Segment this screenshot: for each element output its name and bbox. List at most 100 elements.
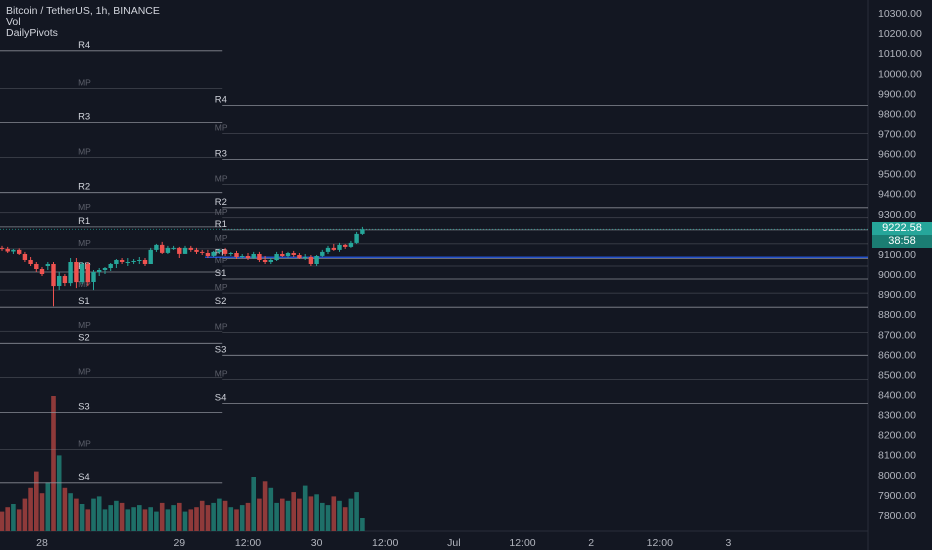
candle-body <box>291 253 296 255</box>
volume-bar <box>114 500 119 531</box>
volume-bar <box>280 498 285 531</box>
volume-bar <box>154 511 159 531</box>
pivot-label-mp-day2: MP <box>215 368 228 378</box>
candle-body <box>165 247 171 253</box>
pivot-label-s2-day2: S2 <box>215 296 227 307</box>
volume-bar <box>337 500 342 531</box>
bar-countdown-tag: 38:58 <box>872 235 932 249</box>
candle-body <box>222 249 228 254</box>
time-tick-label: 2 <box>588 537 594 549</box>
volume-bar <box>96 496 102 531</box>
time-tick-label: 12:00 <box>647 537 673 549</box>
candle-body <box>348 242 354 247</box>
price-tick-label: 8400.00 <box>878 390 916 402</box>
candle-body <box>240 256 245 257</box>
price-tick-label: 9000.00 <box>878 269 916 281</box>
volume-bar <box>245 502 251 531</box>
volume-bar <box>125 509 131 531</box>
pivots-indicator-label[interactable]: DailyPivots <box>6 27 58 39</box>
time-tick-label: Jul <box>447 537 460 549</box>
volume-bar <box>314 494 319 531</box>
volume-bar <box>165 509 171 531</box>
volume-bar <box>297 498 302 531</box>
pivot-label-s3-day2: S3 <box>215 344 227 355</box>
pivot-label-r4-day2: R4 <box>215 94 227 105</box>
volume-bar <box>228 507 234 531</box>
pivot-label-s1-day1: S1 <box>78 296 90 307</box>
pivot-label-mp-day2: MP <box>215 321 228 331</box>
price-tick-label: 8800.00 <box>878 309 916 321</box>
volume-bar <box>142 509 148 531</box>
candle-body <box>188 247 193 250</box>
volume-bar <box>108 505 113 531</box>
candle-body <box>131 261 136 262</box>
price-tick-label: 10200.00 <box>878 28 922 40</box>
candle-body <box>285 253 291 256</box>
candle-body <box>148 249 153 264</box>
candle-body <box>125 262 130 263</box>
volume-bar <box>45 482 51 531</box>
candle-body <box>68 262 73 284</box>
volume-bar <box>5 507 10 531</box>
price-tick-label: 10100.00 <box>878 48 922 60</box>
pivot-label-s4-day2: S4 <box>215 393 227 404</box>
volume-bar <box>308 496 314 531</box>
pivot-label-s3-day1: S3 <box>78 402 90 413</box>
candle-body <box>28 260 33 264</box>
candle-body <box>160 244 165 253</box>
candle-body <box>154 244 159 250</box>
pivot-label-r3-day2: R3 <box>215 149 227 160</box>
time-tick-label: 29 <box>173 537 185 549</box>
pivot-label-mp-day2: MP <box>215 233 228 243</box>
volume-indicator-label[interactable]: Vol <box>6 16 21 28</box>
volume-bar <box>239 505 245 531</box>
candle-body <box>91 272 96 282</box>
volume-bar <box>22 498 28 531</box>
pivot-label-mp-day1: MP <box>78 202 91 212</box>
candle-body <box>22 254 28 260</box>
volume-bar <box>211 502 216 531</box>
volume-bar <box>268 487 274 531</box>
volume-bar <box>199 500 205 531</box>
candle-body <box>297 255 302 258</box>
volume-bar <box>257 498 262 531</box>
candle-body <box>200 251 205 253</box>
pivot-label-r2-day1: R2 <box>78 182 90 193</box>
time-tick-label: 12:00 <box>235 537 261 549</box>
candle-body <box>11 249 16 252</box>
volume-bar <box>291 492 296 531</box>
candle-body <box>314 256 319 264</box>
pivot-label-r4-day1: R4 <box>78 40 90 51</box>
candle-body <box>119 260 125 262</box>
candle-body <box>182 247 188 254</box>
volume-bar <box>0 511 5 531</box>
candle-body <box>102 268 108 270</box>
candle-body <box>74 262 79 283</box>
pivot-label-r1-day1: R1 <box>78 216 90 227</box>
volume-bar <box>217 498 222 531</box>
volume-bar <box>91 498 96 531</box>
price-tick-label: 8500.00 <box>878 369 916 381</box>
volume-bar <box>331 496 337 531</box>
pivot-label-mp-day1: MP <box>78 439 91 449</box>
volume-bar <box>62 487 68 531</box>
volume-bar <box>182 511 188 531</box>
volume-bar <box>354 492 359 531</box>
candle-body <box>343 244 348 247</box>
candle-body <box>39 269 45 274</box>
candle-body <box>234 253 239 257</box>
candle-body <box>57 276 62 286</box>
volume-bar <box>285 500 291 531</box>
candle-body <box>325 247 331 252</box>
candle-body <box>45 264 50 266</box>
symbol-title[interactable]: Bitcoin / TetherUS, 1h, BINANCE <box>6 5 160 17</box>
price-tick-label: 9700.00 <box>878 129 916 141</box>
price-tick-label: 9300.00 <box>878 209 916 221</box>
pivot-label-mp-day2: MP <box>215 174 228 184</box>
pivot-label-pp-day2: PP <box>215 247 228 258</box>
volume-bar <box>360 518 365 531</box>
candle-body <box>114 260 119 264</box>
volume-bar <box>34 471 39 531</box>
